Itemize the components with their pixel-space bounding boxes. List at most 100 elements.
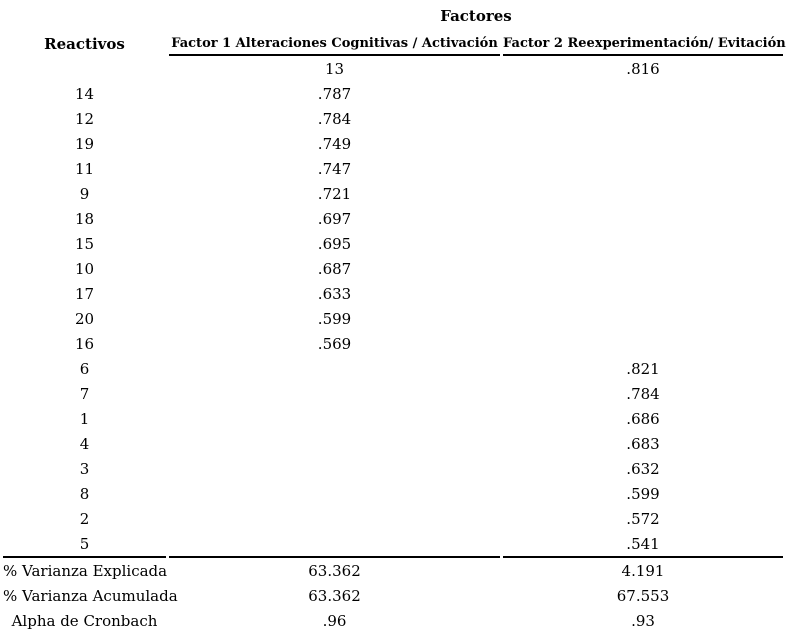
factor2-loading-cell <box>503 181 783 206</box>
item-row: 19 .749 <box>3 131 783 156</box>
factor1-loading-cell: .599 <box>317 309 352 328</box>
title-row-spacer <box>3 0 166 32</box>
reactivo-cell: 20 <box>74 309 95 328</box>
reactivo-cell: 9 <box>79 184 90 203</box>
item-row: 9 .721 <box>3 181 783 206</box>
item-row: 3 .632 <box>3 456 783 481</box>
factor1-loading-cell: .695 <box>317 234 352 253</box>
factor1-loading-cell: .749 <box>317 134 352 153</box>
reactivo-cell: 11 <box>74 159 95 178</box>
summary-factor2-cell: 67.553 <box>616 586 670 605</box>
factor2-loading-cell: .632 <box>626 459 660 478</box>
reactivo-cell: 10 <box>74 259 95 278</box>
item-row: 11 .747 <box>3 156 783 181</box>
reactivo-cell: 18 <box>74 209 95 228</box>
summary-row: Alpha de Cronbach .96 .93 <box>3 608 783 633</box>
factor1-loading-cell: .787 <box>317 84 352 103</box>
item-row: 8 .599 <box>3 481 783 506</box>
factor2-loading-cell <box>503 206 783 231</box>
reactivo-cell: 19 <box>74 134 95 153</box>
item-row: 7 .784 <box>3 381 783 406</box>
summary-factor2-cell: 4.191 <box>621 561 665 580</box>
reactivo-cell: 16 <box>74 334 95 353</box>
factor2-loading-cell <box>503 131 783 156</box>
reactivo-cell: 4 <box>79 434 90 453</box>
factor1-loading-cell: .633 <box>317 284 352 303</box>
item-row: 10 .687 <box>3 256 783 281</box>
item-row: 15 .695 <box>3 231 783 256</box>
summary-label-cell: % Varianza Explicada <box>3 561 168 580</box>
factor2-loading-cell: .572 <box>626 509 660 528</box>
reactivo-cell: 14 <box>74 84 95 103</box>
reactivo-cell: 1 <box>79 409 90 428</box>
table-title: Factores <box>440 7 512 25</box>
factor2-loading-cell <box>503 231 783 256</box>
factor2-loading-cell: .683 <box>626 434 660 453</box>
factor2-loading-cell: .541 <box>503 531 784 558</box>
column-header-reactivos: Reactivos <box>44 35 125 53</box>
factor1-loading-cell <box>169 456 500 481</box>
factor1-loading-cell: .687 <box>317 259 352 278</box>
factor2-loading-cell <box>503 106 783 131</box>
factor1-loading-cell: .697 <box>317 209 352 228</box>
summary-factor1-cell: 63.362 <box>308 561 361 580</box>
item-row: 2 .572 <box>3 506 783 531</box>
summary-label-cell: Alpha de Cronbach <box>11 611 158 630</box>
item-rows: 13.816 14.787 12.784 19.749 11.747 9.721 18.69… <box>3 56 784 558</box>
item-row: 16 .569 <box>3 331 783 356</box>
factor1-loading-cell <box>169 506 500 531</box>
item-row: 13 .816 <box>3 56 783 81</box>
item-row: 20 .599 <box>3 306 783 331</box>
factor2-loading-cell: .599 <box>626 484 660 503</box>
reactivo-cell: 12 <box>74 109 95 128</box>
factor1-loading-cell <box>169 381 500 406</box>
summary-factor2-cell: .93 <box>631 611 655 630</box>
reactivo-cell <box>3 56 166 81</box>
factor2-loading-cell <box>503 281 783 306</box>
factor2-loading-cell <box>503 81 783 106</box>
item-row: 14 .787 <box>3 81 783 106</box>
factor1-loading-cell <box>169 406 500 431</box>
factor1-loading-cell: 13 <box>324 59 345 78</box>
factor1-loading-cell <box>169 531 500 558</box>
summary-factor1-cell: 63.362 <box>308 586 361 605</box>
reactivo-cell: 17 <box>74 284 95 303</box>
factor1-loading-cell: .784 <box>317 109 352 128</box>
item-row: 5 .541 <box>3 531 784 558</box>
header-row: Reactivos Factor 1 Alteraciones Cognitiv… <box>3 32 786 56</box>
factor1-loading-cell: .569 <box>317 334 352 353</box>
reactivo-cell: 7 <box>79 384 90 403</box>
factor2-loading-cell <box>503 306 783 331</box>
table-head: Factores Reactivos Factor 1 Alteraciones… <box>3 0 786 56</box>
factor2-loading-cell: .686 <box>626 409 660 428</box>
column-header-factor1: Factor 1 Alteraciones Cognitivas / Activ… <box>169 32 500 56</box>
factor2-loading-cell: .821 <box>626 359 660 378</box>
item-row: 1 .686 <box>3 406 783 431</box>
reactivo-cell: 15 <box>74 234 95 253</box>
reactivo-cell: 5 <box>3 531 166 558</box>
column-header-factor2: Factor 2 Reexperimentación/ Evitación <box>503 32 786 56</box>
reactivo-cell: 6 <box>79 359 90 378</box>
factor2-loading-cell <box>503 331 783 356</box>
reactivo-cell: 8 <box>79 484 90 503</box>
factor2-loading-cell <box>503 256 783 281</box>
summary-row: % Varianza Explicada 63.362 4.191 <box>3 558 783 583</box>
summary-row: % Varianza Acumulada 63.362 67.553 <box>3 583 783 608</box>
factor1-loading-cell <box>169 481 500 506</box>
reactivo-cell: 2 <box>79 509 90 528</box>
factor1-loading-cell: .721 <box>317 184 352 203</box>
item-row: 4 .683 <box>3 431 783 456</box>
title-row: Factores <box>3 0 783 32</box>
factor2-loading-cell: .784 <box>626 384 660 403</box>
factor1-loading-cell: .747 <box>317 159 352 178</box>
factor1-loading-cell <box>169 356 500 381</box>
item-row: 6 .821 <box>3 356 783 381</box>
item-row: 17 .633 <box>3 281 783 306</box>
summary-rows: % Varianza Explicada 63.362 4.191% Varianz… <box>3 558 783 633</box>
item-row: 12 .784 <box>3 106 783 131</box>
factor1-loading-cell <box>169 431 500 456</box>
factor2-loading-cell <box>503 156 783 181</box>
summary-factor1-cell: .96 <box>322 611 347 630</box>
item-row: 18 .697 <box>3 206 783 231</box>
